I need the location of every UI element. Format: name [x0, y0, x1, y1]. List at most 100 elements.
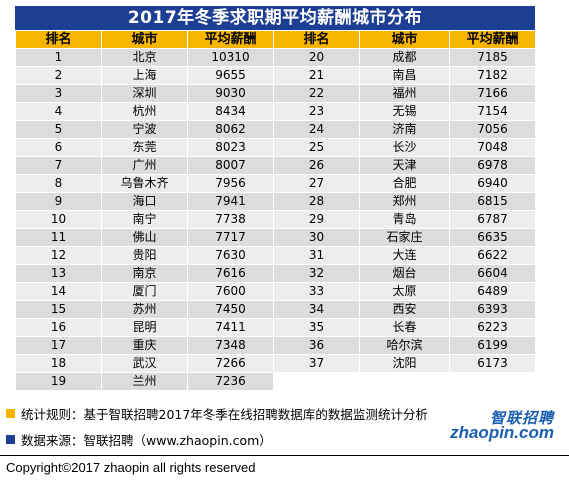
- rank-cell-left: 4: [15, 102, 102, 121]
- salary-cell-left: 7956: [187, 174, 274, 193]
- table-header-row: 排名 城市 平均薪酬 排名 城市 平均薪酬: [15, 30, 536, 49]
- salary-cell-right: 6815: [449, 192, 536, 211]
- city-cell-right: 西安: [359, 300, 450, 319]
- salary-cell-left: 7616: [187, 264, 274, 283]
- rank-cell-right: 26: [273, 156, 360, 175]
- rank-cell-left: 6: [15, 138, 102, 157]
- rank-cell-left: 17: [15, 336, 102, 355]
- stat-rule-note: 统计规则：基于智联招聘2017年冬季在线招聘数据库的数据监测统计分析: [6, 404, 428, 423]
- rank-cell-right: 24: [273, 120, 360, 139]
- salary-cell-right: 6199: [449, 336, 536, 355]
- salary-cell-left: 7348: [187, 336, 274, 355]
- table-row: 19 兰州 7236: [15, 372, 536, 391]
- table-row: 11 佛山 7717 30 石家庄 6635: [15, 228, 536, 247]
- table-row: 16 昆明 7411 35 长春 6223: [15, 318, 536, 337]
- table-body: 1 北京 10310 20 成都 7185 2 上海 9655 21 南昌 7182 3 深圳 9030 22…: [15, 48, 536, 391]
- footer-divider: [0, 455, 569, 456]
- salary-cell-left: 7717: [187, 228, 274, 247]
- table-row: 1 北京 10310 20 成都 7185: [15, 48, 536, 67]
- salary-ranking-table: 排名 城市 平均薪酬 排名 城市 平均薪酬 1 北京 10310 20 成都 7185 2 上…: [15, 30, 536, 391]
- city-cell-right: [359, 372, 450, 391]
- city-cell-left: 海口: [101, 192, 188, 211]
- rank-cell-left: 18: [15, 354, 102, 373]
- rank-cell-right: 29: [273, 210, 360, 229]
- table-row: 18 武汉 7266 37 沈阳 6173: [15, 354, 536, 373]
- copyright-text: Copyright©2017 zhaopin all rights reserv…: [6, 460, 256, 475]
- salary-cell-right: 7182: [449, 66, 536, 85]
- rank-cell-left: 5: [15, 120, 102, 139]
- salary-cell-left: 8023: [187, 138, 274, 157]
- table-row: 2 上海 9655 21 南昌 7182: [15, 66, 536, 85]
- salary-cell-right: 6604: [449, 264, 536, 283]
- city-cell-right: 福州: [359, 84, 450, 103]
- salary-cell-left: 10310: [187, 48, 274, 67]
- rank-cell-right: 36: [273, 336, 360, 355]
- salary-cell-left: 7600: [187, 282, 274, 301]
- city-cell-right: 无锡: [359, 102, 450, 121]
- city-cell-left: 苏州: [101, 300, 188, 319]
- logo-en-text: zhaopin.com: [450, 423, 554, 442]
- zhaopin-logo: 智联招聘 zhaopin.com: [450, 407, 560, 445]
- salary-cell-left: 8007: [187, 156, 274, 175]
- header-rank-1: 排名: [15, 30, 102, 49]
- salary-cell-left: 7236: [187, 372, 274, 391]
- city-cell-left: 杭州: [101, 102, 188, 121]
- city-cell-left: 武汉: [101, 354, 188, 373]
- rank-cell-left: 8: [15, 174, 102, 193]
- table-row: 17 重庆 7348 36 哈尔滨 6199: [15, 336, 536, 355]
- city-cell-right: 长沙: [359, 138, 450, 157]
- city-cell-right: 合肥: [359, 174, 450, 193]
- table-row: 15 苏州 7450 34 西安 6393: [15, 300, 536, 319]
- city-cell-left: 宁波: [101, 120, 188, 139]
- city-cell-left: 深圳: [101, 84, 188, 103]
- city-cell-left: 昆明: [101, 318, 188, 337]
- city-cell-right: 哈尔滨: [359, 336, 450, 355]
- table-row: 5 宁波 8062 24 济南 7056: [15, 120, 536, 139]
- rank-cell-right: 31: [273, 246, 360, 265]
- rank-cell-left: 7: [15, 156, 102, 175]
- rank-cell-right: 23: [273, 102, 360, 121]
- city-cell-left: 厦门: [101, 282, 188, 301]
- city-cell-left: 广州: [101, 156, 188, 175]
- rank-cell-right: [273, 372, 360, 391]
- city-cell-right: 济南: [359, 120, 450, 139]
- rank-cell-left: 11: [15, 228, 102, 247]
- table-row: 6 东莞 8023 25 长沙 7048: [15, 138, 536, 157]
- city-cell-left: 重庆: [101, 336, 188, 355]
- salary-cell-right: 6393: [449, 300, 536, 319]
- rank-cell-left: 10: [15, 210, 102, 229]
- rank-cell-left: 3: [15, 84, 102, 103]
- city-cell-right: 青岛: [359, 210, 450, 229]
- table-row: 14 厦门 7600 33 太原 6489: [15, 282, 536, 301]
- city-cell-right: 天津: [359, 156, 450, 175]
- city-cell-left: 兰州: [101, 372, 188, 391]
- salary-cell-left: 7266: [187, 354, 274, 373]
- rank-cell-left: 16: [15, 318, 102, 337]
- rank-cell-right: 34: [273, 300, 360, 319]
- salary-cell-right: 6978: [449, 156, 536, 175]
- city-cell-left: 佛山: [101, 228, 188, 247]
- city-cell-left: 贵阳: [101, 246, 188, 265]
- header-salary-2: 平均薪酬: [449, 30, 536, 49]
- table-row: 12 贵阳 7630 31 大连 6622: [15, 246, 536, 265]
- table-row: 13 南京 7616 32 烟台 6604: [15, 264, 536, 283]
- city-cell-right: 郑州: [359, 192, 450, 211]
- rank-cell-right: 33: [273, 282, 360, 301]
- salary-cell-right: 6635: [449, 228, 536, 247]
- rank-cell-right: 30: [273, 228, 360, 247]
- salary-cell-left: 7630: [187, 246, 274, 265]
- salary-cell-right: 7185: [449, 48, 536, 67]
- rank-cell-left: 13: [15, 264, 102, 283]
- salary-cell-right: 7048: [449, 138, 536, 157]
- salary-cell-right: 6223: [449, 318, 536, 337]
- header-salary-1: 平均薪酬: [187, 30, 274, 49]
- rank-cell-right: 35: [273, 318, 360, 337]
- rank-cell-right: 32: [273, 264, 360, 283]
- rank-cell-right: 25: [273, 138, 360, 157]
- salary-cell-right: 6622: [449, 246, 536, 265]
- salary-cell-left: 7738: [187, 210, 274, 229]
- city-cell-left: 南京: [101, 264, 188, 283]
- salary-cell-right: 7166: [449, 84, 536, 103]
- salary-cell-right: 7056: [449, 120, 536, 139]
- city-cell-right: 太原: [359, 282, 450, 301]
